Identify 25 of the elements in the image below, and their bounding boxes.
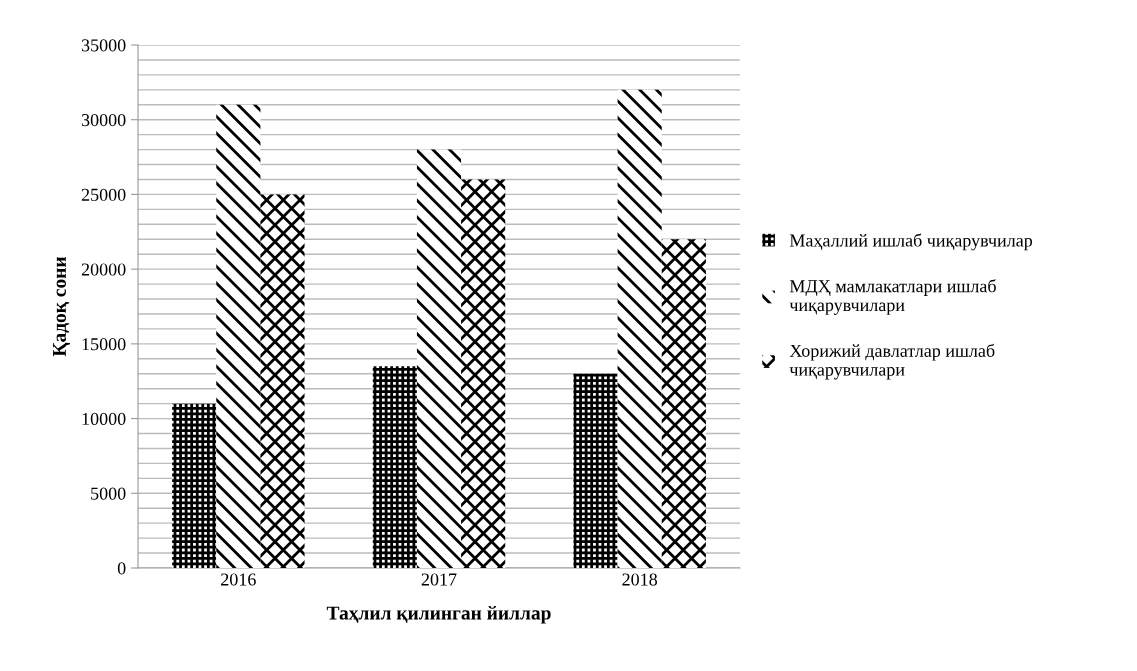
y-tick-label: 10000 (82, 412, 126, 426)
bar (573, 373, 618, 568)
y-tick-label: 5000 (91, 487, 126, 500)
x-axis-title: Таҳлил қилинган йиллар (326, 606, 551, 624)
legend-label: Хорижий давлатлар ишлаб чиқарувчилари (789, 343, 995, 380)
bar (661, 239, 706, 568)
bar (617, 89, 662, 568)
bar (216, 104, 261, 568)
y-tick-label: 0 (117, 562, 126, 575)
bar (172, 403, 217, 568)
bar (372, 366, 417, 568)
y-tick-label: 25000 (81, 188, 126, 201)
y-tick-label: 30000 (81, 113, 126, 127)
bar (461, 179, 506, 568)
y-tick-label: 15000 (82, 338, 126, 351)
bar (416, 149, 462, 568)
y-tick-label: 20000 (81, 263, 126, 276)
bar (260, 194, 305, 568)
x-tick-label: 2017 (421, 573, 457, 586)
legend-label: Маҳаллий ишлаб чиқарувчилар (789, 233, 1033, 251)
legend-label: МДҲ мамлакатлари ишлаб чиқарувчилари (789, 279, 996, 315)
x-tick-label: 2016 (221, 573, 256, 586)
y-axis-title: Қадоқ сони (53, 256, 70, 357)
y-tick-label: 35000 (81, 39, 126, 52)
x-tick-label: 2018 (622, 573, 658, 586)
